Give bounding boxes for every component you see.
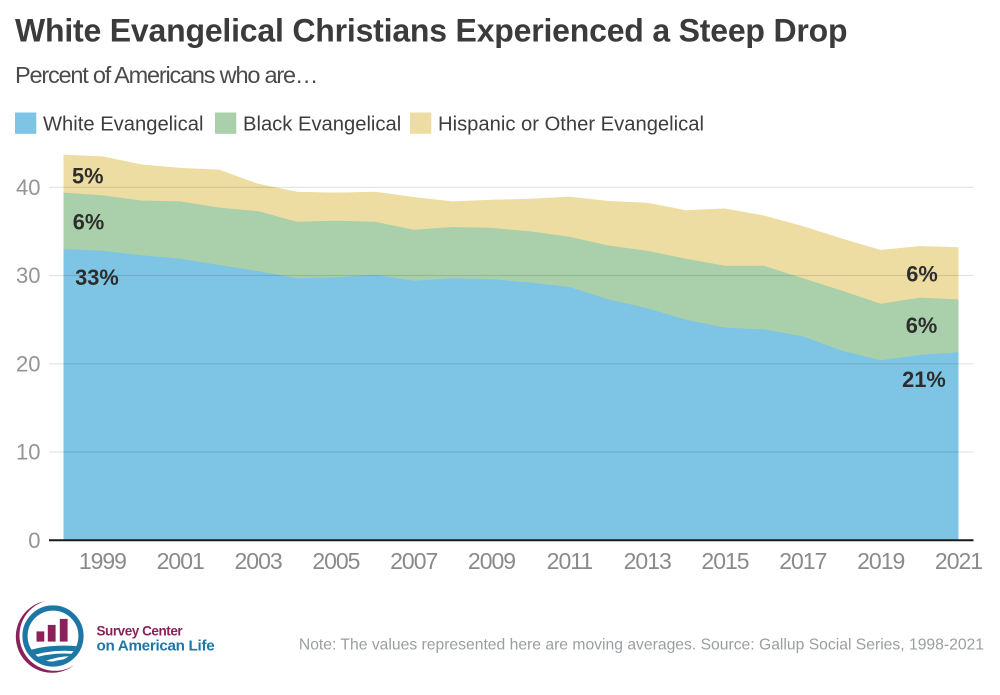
svg-text:0: 0 — [28, 528, 40, 553]
svg-text:Hispanic or Other Evangelical: Hispanic or Other Evangelical — [438, 113, 704, 135]
svg-text:33%: 33% — [75, 265, 119, 290]
svg-text:2001: 2001 — [157, 548, 204, 574]
svg-text:2005: 2005 — [312, 548, 359, 574]
svg-text:20: 20 — [16, 351, 40, 376]
svg-text:Survey Center: Survey Center — [97, 624, 184, 639]
svg-text:1999: 1999 — [79, 548, 126, 574]
svg-text:on American Life: on American Life — [97, 638, 215, 655]
svg-text:30: 30 — [16, 263, 40, 288]
svg-text:6%: 6% — [906, 313, 938, 338]
svg-text:2009: 2009 — [468, 548, 515, 574]
svg-text:2015: 2015 — [701, 548, 748, 574]
svg-text:2013: 2013 — [624, 548, 671, 574]
svg-text:Note: The values represented h: Note: The values represented here are mo… — [299, 637, 984, 654]
svg-text:White Evangelical Christians E: White Evangelical Christians Experienced… — [15, 13, 847, 49]
svg-text:Percent of Americans who are…: Percent of Americans who are… — [15, 62, 317, 88]
svg-text:5%: 5% — [72, 163, 104, 188]
svg-text:6%: 6% — [73, 209, 105, 234]
svg-text:6%: 6% — [906, 262, 938, 287]
svg-text:10: 10 — [16, 440, 40, 465]
svg-text:White Evangelical: White Evangelical — [43, 113, 203, 135]
svg-text:2021: 2021 — [935, 548, 982, 574]
svg-text:Black Evangelical: Black Evangelical — [243, 113, 401, 135]
svg-text:21%: 21% — [902, 367, 946, 392]
svg-text:2019: 2019 — [857, 548, 904, 574]
svg-text:2007: 2007 — [390, 548, 437, 574]
svg-text:40: 40 — [16, 175, 40, 200]
svg-text:2003: 2003 — [235, 548, 282, 574]
svg-text:2011: 2011 — [547, 548, 593, 574]
svg-text:2017: 2017 — [779, 548, 826, 574]
